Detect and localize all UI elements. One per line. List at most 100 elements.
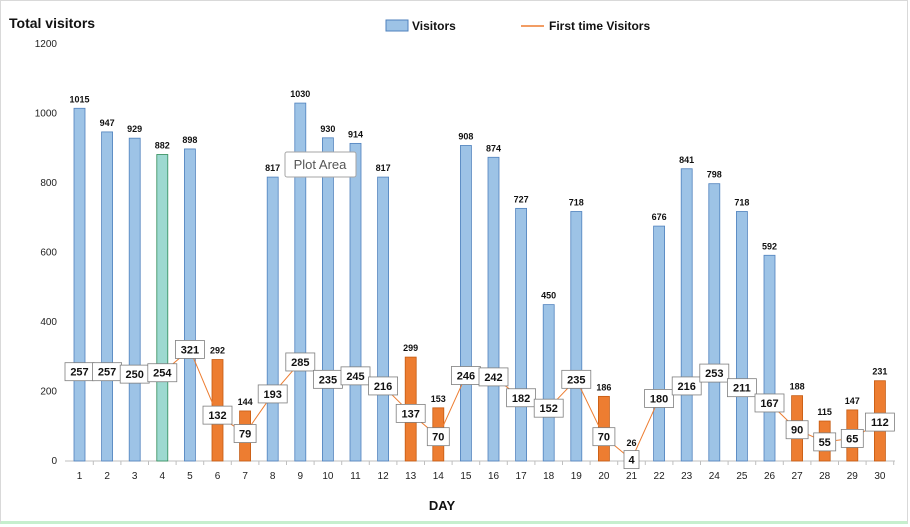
bar-day-10[interactable] — [321, 137, 334, 462]
bar-day-11[interactable] — [349, 142, 362, 462]
bar-day-12[interactable] — [377, 176, 390, 462]
bar-value-label: 798 — [707, 170, 722, 180]
bar-value-label: 841 — [679, 155, 694, 165]
bar-value-label: 299 — [403, 343, 418, 353]
bar-day-2[interactable] — [101, 131, 113, 462]
x-tick-label: 21 — [626, 471, 638, 482]
first-time-value-label: 193 — [264, 389, 282, 401]
bar-day-9[interactable] — [294, 102, 307, 462]
first-time-value-label: 55 — [819, 437, 831, 449]
bar-value-label: 26 — [626, 438, 636, 448]
bar-value-labels: 1015 947 929 882 898 292 144 817 1030 930 914 817 29… — [69, 89, 887, 448]
bar-day-18[interactable] — [542, 304, 555, 462]
first-time-label-box — [671, 376, 702, 396]
y-tick-label: 200 — [40, 387, 57, 398]
bar-value-label: 115 — [817, 407, 832, 417]
bar-day-5[interactable] — [183, 148, 196, 462]
first-time-label-box — [699, 363, 730, 383]
y-tick-label: 1200 — [35, 39, 58, 50]
x-tick-label: 4 — [160, 471, 166, 482]
bar-day-17[interactable] — [515, 207, 527, 462]
first-time-label-box — [147, 363, 178, 383]
bar-value-label: 1015 — [69, 94, 89, 104]
x-tick-label: 10 — [322, 471, 334, 482]
first-time-value-label: 235 — [567, 374, 585, 386]
first-time-value-label: 235 — [319, 374, 337, 386]
x-tick-label: 5 — [187, 471, 193, 482]
x-axis: 1 2 3 4 5 6 7 8 9 10 11 12 13 14 15 16 17 18 19 20 21 22 23 24 2… — [77, 461, 895, 482]
first-time-label-box — [644, 389, 674, 408]
x-tick-label: 26 — [764, 471, 776, 482]
bar-value-label: 914 — [348, 129, 363, 139]
bar-day-23[interactable] — [680, 168, 693, 462]
x-tick-label: 12 — [378, 471, 390, 482]
x-tick-label: 16 — [488, 471, 500, 482]
bar-day-16[interactable] — [487, 156, 500, 462]
bar-value-label: 898 — [182, 135, 197, 145]
first-time-label-box — [257, 384, 288, 404]
first-time-value-label: 216 — [374, 381, 392, 393]
bar-value-label: 882 — [155, 141, 170, 151]
bar-value-label: 874 — [486, 143, 501, 153]
plot-area-tooltip: Plot Area — [284, 151, 357, 178]
first-time-label-box — [840, 429, 864, 448]
bar-value-label: 188 — [790, 382, 805, 392]
x-tick-label: 29 — [847, 471, 859, 482]
first-time-value-label: 182 — [512, 393, 530, 405]
y-tick-label: 600 — [40, 248, 57, 259]
first-time-value-label: 70 — [598, 432, 610, 444]
bar-day-22[interactable] — [653, 225, 665, 462]
x-tick-label: 30 — [874, 471, 886, 482]
first-time-value-label: 245 — [346, 371, 364, 383]
x-tick-label: 17 — [516, 471, 528, 482]
bar-day-26[interactable] — [763, 254, 776, 462]
first-time-value-label: 180 — [650, 393, 668, 405]
x-tick-label: 24 — [709, 471, 721, 482]
first-time-value-label: 211 — [733, 383, 751, 395]
x-tick-label: 1 — [77, 471, 83, 482]
first-time-value-label: 257 — [98, 367, 116, 379]
x-tick-label: 13 — [405, 471, 417, 482]
first-time-value-label: 216 — [678, 381, 696, 393]
x-tick-label: 9 — [298, 471, 304, 482]
tooltip-text: Plot Area — [294, 157, 348, 172]
legend-visitors-label: Visitors — [412, 19, 456, 33]
bar-day-4[interactable] — [156, 154, 169, 462]
first-time-value-label: 152 — [540, 403, 558, 415]
bar-value-label: 929 — [127, 124, 142, 134]
first-time-value-label: 253 — [705, 368, 723, 380]
x-tick-label: 2 — [104, 471, 110, 482]
x-axis-title: DAY — [429, 498, 456, 513]
chart-title: Total visitors — [9, 15, 95, 31]
bar-day-1[interactable] — [73, 107, 86, 462]
x-tick-label: 11 — [350, 471, 361, 482]
x-tick-label: 6 — [215, 471, 221, 482]
first-time-label-box — [478, 367, 509, 387]
bar-value-label: 592 — [762, 241, 777, 251]
first-time-label-box — [623, 450, 640, 470]
bar-value-label: 450 — [541, 291, 556, 301]
first-time-label-box — [561, 369, 592, 389]
y-tick-label: 800 — [40, 178, 57, 189]
bar-day-19[interactable] — [570, 211, 583, 462]
bar-day-8[interactable] — [266, 176, 279, 462]
bar-day-15[interactable] — [459, 145, 472, 462]
x-tick-label: 28 — [819, 471, 831, 482]
bar-value-label: 153 — [431, 394, 446, 404]
x-tick-label: 27 — [792, 471, 804, 482]
bar-day-3[interactable] — [128, 137, 141, 462]
legend: Visitors First time Visitors — [385, 19, 650, 33]
bar-value-label: 1030 — [290, 89, 310, 99]
first-time-label-box — [813, 432, 837, 452]
bar-day-25[interactable] — [736, 211, 748, 462]
bar-value-label: 718 — [734, 197, 749, 207]
x-tick-label: 14 — [433, 471, 445, 482]
first-time-label-box — [865, 412, 895, 432]
y-axis: 0 200 400 600 800 1000 1200 — [35, 39, 58, 467]
bar-day-24[interactable] — [708, 183, 721, 462]
bar-value-label: 817 — [265, 163, 280, 173]
x-tick-label: 19 — [571, 471, 583, 482]
x-tick-label: 22 — [654, 471, 666, 482]
